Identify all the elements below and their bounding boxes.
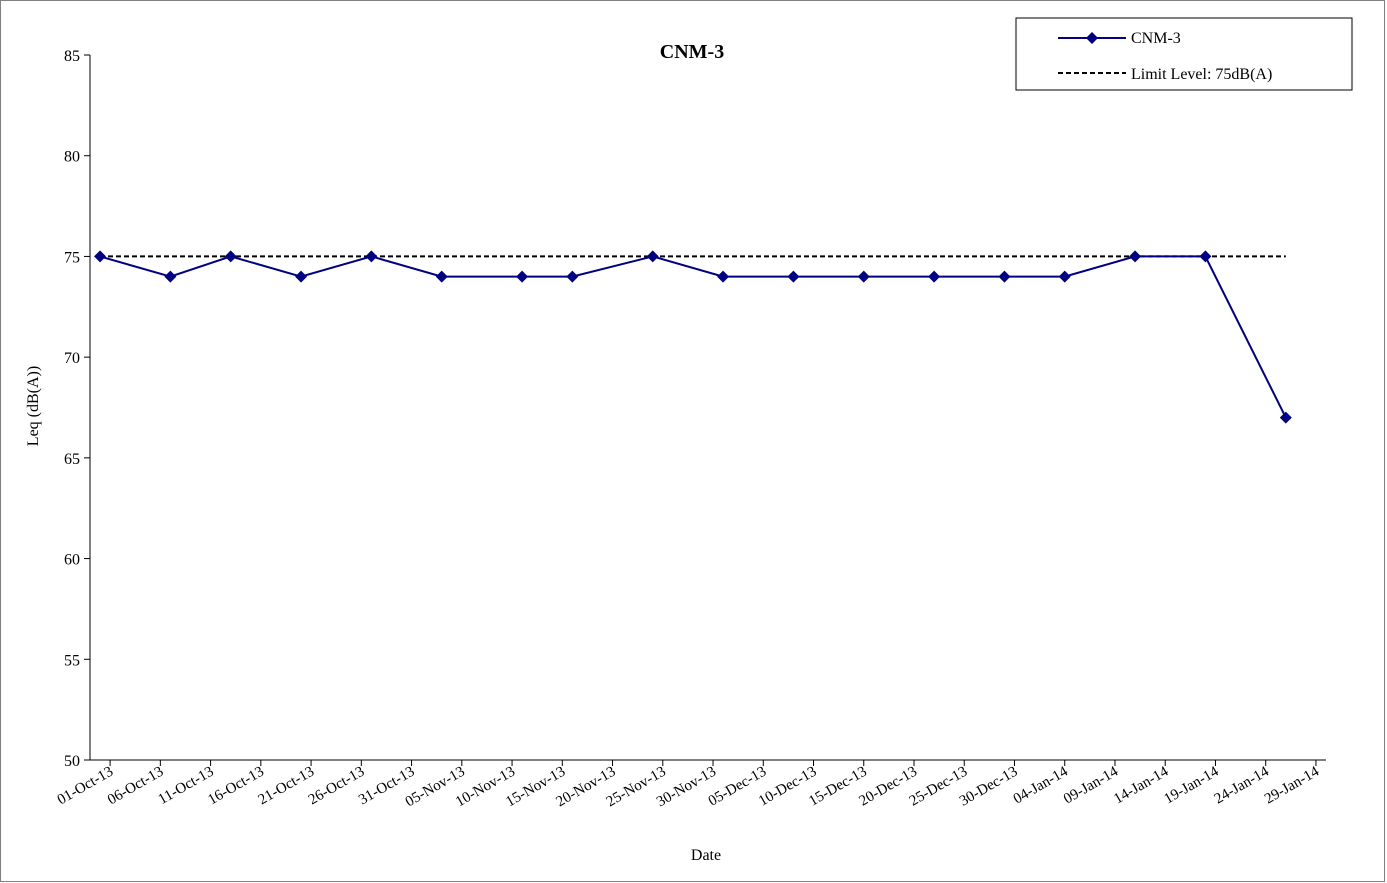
data-point (1199, 250, 1212, 263)
data-point (787, 270, 800, 283)
y-tick-label: 80 (64, 149, 80, 166)
data-point (94, 250, 107, 263)
y-tick-label: 75 (64, 249, 80, 266)
data-point (566, 270, 579, 283)
legend-entry-cnm3: CNM-3 (1058, 30, 1181, 47)
y-axis-ticks: 50 55 60 65 70 75 80 85 (64, 48, 90, 770)
data-point (717, 270, 730, 283)
y-tick-label: 60 (64, 552, 80, 569)
data-point (646, 250, 659, 263)
legend: CNM-3 Limit Level: 75dB(A) (1015, 17, 1353, 91)
series-line-cnm3 (99, 255, 1287, 419)
data-point (164, 270, 177, 283)
legend-label-limit: Limit Level: 75dB(A) (1131, 66, 1272, 83)
series-layer (94, 250, 1292, 424)
legend-marker-cnm3 (1086, 32, 1098, 44)
y-tick-label: 85 (64, 48, 80, 65)
y-tick-label: 55 (64, 652, 80, 669)
data-point (435, 270, 448, 283)
data-point (365, 250, 378, 263)
data-point (1058, 270, 1071, 283)
data-point (224, 250, 237, 263)
legend-label-cnm3: CNM-3 (1131, 30, 1181, 47)
data-point (857, 270, 870, 283)
data-point (1279, 411, 1292, 424)
data-point (928, 270, 941, 283)
x-axis-title: Date (691, 847, 721, 864)
y-tick-label: 50 (64, 753, 80, 770)
legend-entry-limit: Limit Level: 75dB(A) (1058, 66, 1272, 83)
data-point (998, 270, 1011, 283)
data-point (1129, 250, 1142, 263)
data-point (295, 270, 308, 283)
chart-title: CNM-3 (660, 41, 724, 63)
legend-box (1015, 17, 1353, 91)
y-tick-label: 70 (64, 350, 80, 367)
y-axis-title: Leq (dB(A)) (25, 366, 42, 446)
data-point (516, 270, 529, 283)
y-tick-label: 65 (64, 451, 80, 468)
